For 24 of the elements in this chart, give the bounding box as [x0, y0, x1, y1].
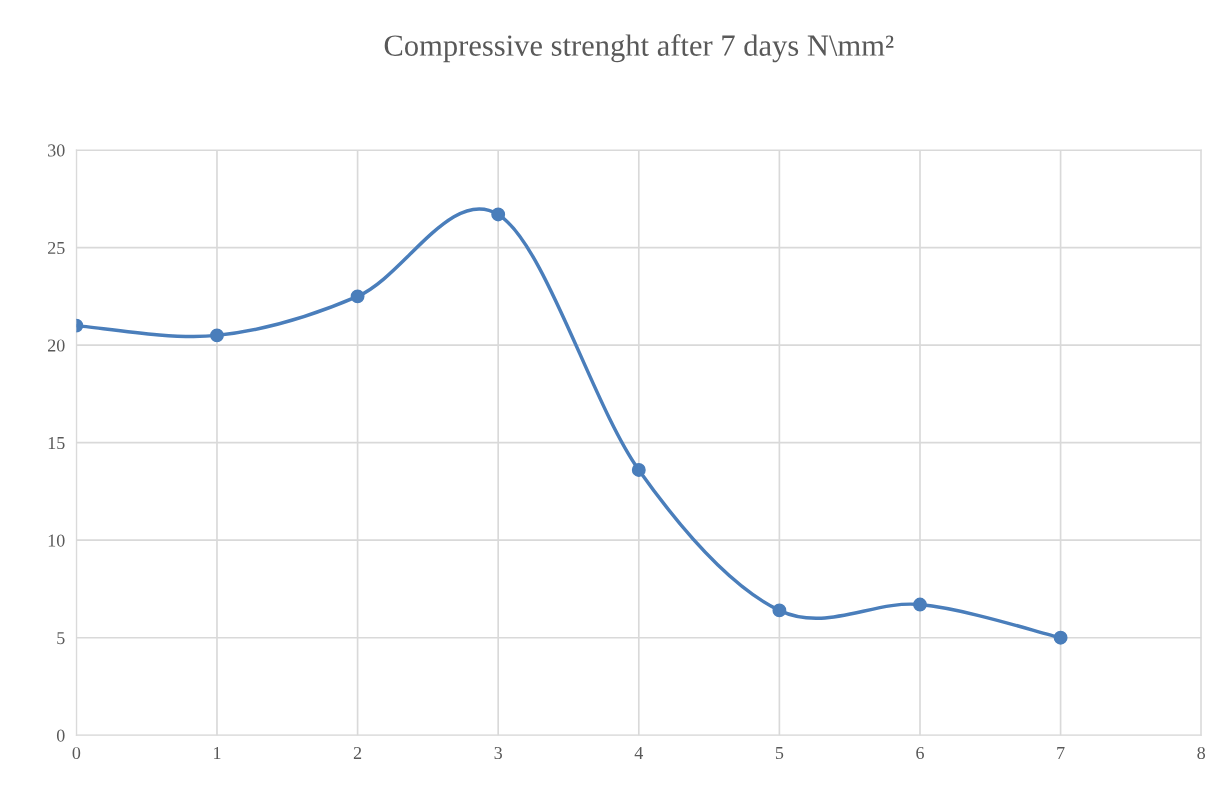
y-tick-label: 30 [48, 144, 65, 157]
point [1053, 630, 1068, 645]
x-tick-label: 6 [916, 746, 924, 760]
y-tick-label: 10 [48, 534, 65, 547]
x-tick-label: 8 [1197, 746, 1206, 760]
point [491, 207, 506, 222]
x-tick-label: 3 [494, 746, 502, 760]
y-tick-label: 0 [56, 729, 65, 742]
y-tick-label: 5 [57, 632, 65, 645]
x-tick-label: 2 [353, 746, 362, 759]
x-tick-label: 4 [634, 747, 644, 759]
y-tick-label: 15 [48, 437, 65, 450]
point [350, 289, 365, 304]
x-tick-label: 7 [1057, 747, 1065, 759]
x-tick-label: 0 [72, 746, 81, 760]
point [772, 603, 787, 618]
x-tick-label: 5 [775, 747, 784, 760]
chart-title: Compressive strenght after 7 days N\mm² [384, 34, 894, 63]
x-tick-label: 1 [214, 746, 221, 759]
point [913, 597, 927, 612]
y-tick-label: 20 [48, 339, 65, 352]
point [210, 328, 224, 343]
y-tick-label: 25 [48, 241, 65, 255]
point [631, 463, 646, 477]
